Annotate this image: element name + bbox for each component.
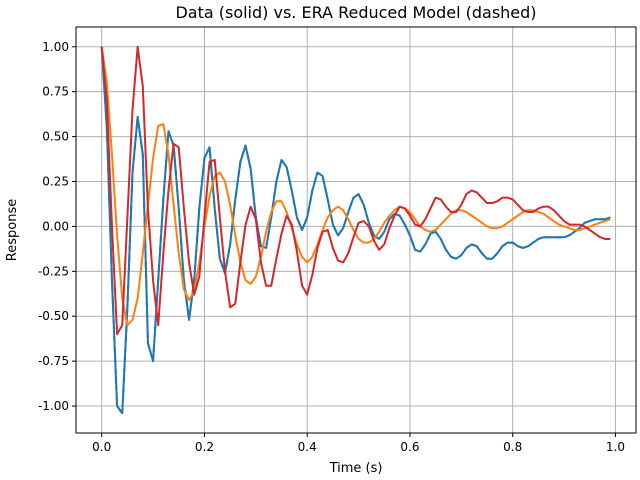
y-tick-label: -0.75 bbox=[38, 354, 69, 368]
y-tick-label: -0.25 bbox=[38, 264, 69, 278]
x-tick-label: 0.8 bbox=[503, 440, 522, 454]
series-line-2 bbox=[100, 46, 611, 415]
y-tick-label: 0.50 bbox=[42, 130, 69, 144]
y-axis-label: Response bbox=[5, 199, 20, 261]
grid bbox=[76, 27, 636, 433]
x-tick-label: 0.4 bbox=[298, 440, 317, 454]
x-tick-label: 0.0 bbox=[92, 440, 111, 454]
x-tick-label: 0.2 bbox=[195, 440, 214, 454]
series-line-4 bbox=[100, 45, 611, 336]
y-tick-label: 0.00 bbox=[42, 219, 69, 233]
y-tick-label: 0.25 bbox=[42, 174, 69, 188]
y-tick-label: 0.75 bbox=[42, 85, 69, 99]
chart-title: Data (solid) vs. ERA Reduced Model (dash… bbox=[175, 3, 536, 22]
y-tick-label: -0.50 bbox=[38, 309, 69, 323]
x-tick-label: 0.6 bbox=[400, 440, 419, 454]
series-group bbox=[100, 45, 611, 415]
plot-frame bbox=[75, 26, 637, 434]
x-tick-label: 1.0 bbox=[606, 440, 625, 454]
x-axis-label: Time (s) bbox=[329, 461, 383, 476]
y-tick-label: 1.00 bbox=[42, 40, 69, 54]
ticks: 0.0 0.2 0.4 0.6 0.8 1.0 -1.00 -0.75 -0.50 -0.25 0.… bbox=[38, 40, 625, 454]
y-tick-label: -1.00 bbox=[38, 399, 69, 413]
